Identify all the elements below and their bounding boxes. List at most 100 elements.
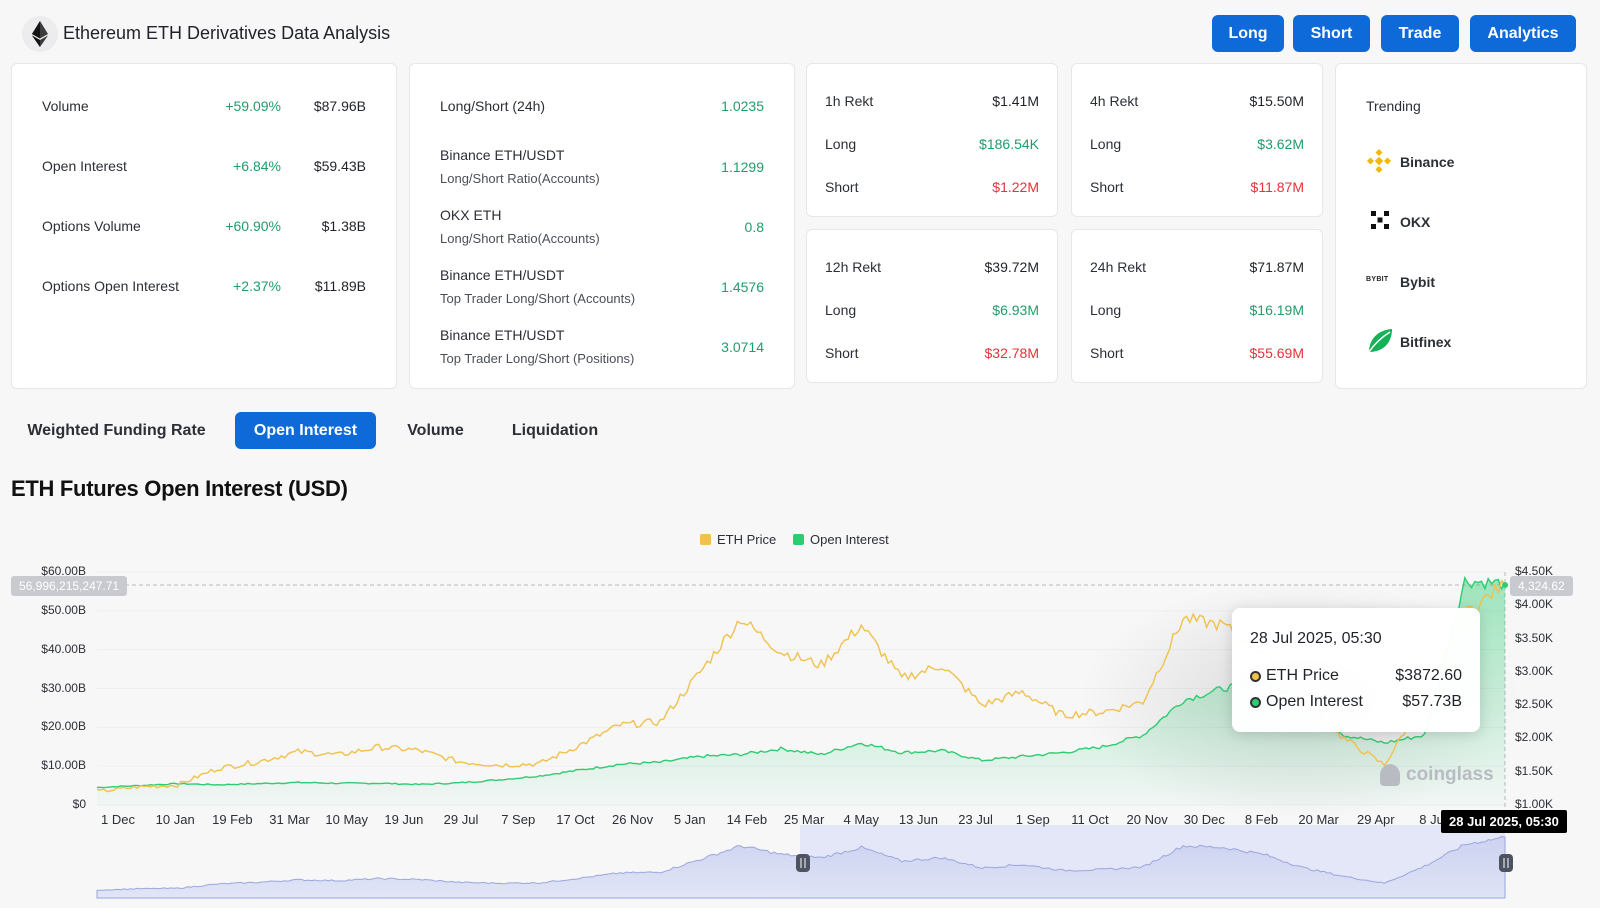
open-interest-point [779, 747, 783, 751]
eth-price-point [256, 760, 260, 764]
summary-card: Volume +59.09% $87.96B Open Interest +6.… [11, 63, 397, 389]
rekt-long-value: $3.62M [1257, 136, 1304, 152]
long-button[interactable]: Long [1212, 15, 1284, 52]
trending-title: Trending [1366, 98, 1421, 114]
tooltip-dot [1250, 696, 1261, 708]
short-button[interactable]: Short [1293, 15, 1370, 52]
open-interest-point [1060, 751, 1064, 755]
rekt-long-value: $16.19M [1249, 302, 1304, 318]
legend-label: Open Interest [810, 532, 889, 547]
volume-change: +59.09% [225, 98, 281, 114]
rekt-long-label: Long [1090, 302, 1122, 318]
x-tick-label: 29 Apr [1357, 812, 1395, 827]
x-tick-label: 11 Oct [1071, 812, 1109, 827]
legend-label: ETH Price [717, 532, 777, 547]
y-left-tick-label: $60.00B [41, 564, 86, 578]
legend-item-eth-price[interactable]: ETH Price [700, 532, 776, 547]
chart-tooltip: 28 Jul 2025, 05:30 ETH Price $3872.60 Op… [1232, 608, 1480, 732]
coinglass-watermark: coinglass [1380, 764, 1494, 786]
rekt-title: 4h Rekt [1090, 93, 1139, 109]
tooltip-value: $57.73B [1402, 693, 1462, 710]
open-interest-point [980, 758, 984, 762]
trending-item-bybit[interactable]: BYBIT Bybit [1366, 264, 1566, 298]
open-interest-point [457, 781, 461, 785]
rekt-short-label: Short [1090, 179, 1124, 195]
eth-price-point [618, 723, 622, 727]
rekt-1h-card: 1h Rekt $1.41M Long $186.54K Short $1.22… [806, 63, 1058, 217]
y-left-tick-label: $50.00B [41, 602, 86, 617]
options-open-interest-change: +2.37% [233, 278, 281, 294]
x-tick-label: 19 Jun [384, 812, 424, 827]
open-interest-point [1101, 745, 1105, 749]
trending-item-binance[interactable]: Binance [1366, 144, 1566, 178]
rekt-total: $39.72M [984, 259, 1039, 275]
open-interest-point [1141, 733, 1145, 737]
y-left-tick-label: $20.00B [41, 719, 86, 734]
ratio-label: Long/Short (24h) [440, 98, 546, 114]
tab-open-interest[interactable]: Open Interest [235, 412, 376, 449]
tab-volume[interactable]: Volume [407, 421, 464, 439]
x-tick-label: 31 Mar [269, 812, 310, 827]
rekt-long-label: Long [825, 136, 857, 152]
eth-price-point [1020, 690, 1024, 694]
trending-item-okx[interactable]: OKX [1366, 204, 1566, 238]
options-open-interest-label: Options Open Interest [42, 278, 179, 294]
eth-price-point [457, 760, 461, 764]
ratio-label: Binance ETH/USDT [440, 327, 565, 343]
open-interest-point [377, 781, 381, 785]
open-interest-point [859, 741, 863, 745]
open-interest-point [95, 786, 99, 790]
x-tick-label: 8 Jul [1419, 812, 1447, 827]
eth-price-point [859, 623, 863, 627]
navigator-right-handle[interactable] [1499, 854, 1513, 872]
y-right-tick-label: $3.50K [1515, 630, 1554, 645]
analytics-button[interactable]: Analytics [1470, 15, 1576, 52]
eth-price-point [658, 720, 662, 724]
tooltip-dot [1250, 670, 1261, 682]
eth-price-point [1181, 617, 1185, 621]
trending-item-bitfinex[interactable]: Bitfinex [1366, 324, 1566, 358]
y-left-tick-label: $30.00B [41, 680, 86, 695]
rekt-12h-card: 12h Rekt $39.72M Long $6.93M Short $32.7… [806, 229, 1058, 383]
rekt-total: $1.41M [992, 93, 1039, 109]
options-volume-change: +60.90% [225, 218, 281, 234]
x-tick-label: 20 Nov [1126, 812, 1168, 827]
rekt-short-label: Short [825, 345, 859, 361]
eth-price-point [1141, 700, 1145, 704]
open-interest-point [256, 782, 260, 786]
rekt-title: 24h Rekt [1090, 259, 1147, 275]
ratio-value: 0.8 [744, 219, 764, 235]
okx-icon [1371, 211, 1389, 229]
ratio-sublabel: Long/Short Ratio(Accounts) [440, 171, 600, 186]
tooltip-label: Open Interest [1266, 693, 1363, 710]
chart-title: ETH Futures Open Interest (USD) [11, 476, 348, 501]
eth-price-point [1060, 713, 1064, 717]
open-interest-point [698, 754, 702, 758]
tab-liquidation[interactable]: Liquidation [511, 421, 599, 439]
crosshair-x-value: 28 Jul 2025, 05:30 [1441, 810, 1567, 833]
eth-price-point [497, 763, 501, 767]
ratio-sublabel: Top Trader Long/Short (Accounts) [440, 291, 636, 306]
eth-price-point [1101, 710, 1105, 714]
rekt-total: $15.50M [1249, 93, 1304, 109]
x-tick-label: 26 Nov [611, 812, 654, 827]
navigator-left-handle[interactable] [796, 854, 810, 872]
open-interest-point [940, 749, 944, 753]
rekt-short-label: Short [1090, 345, 1124, 361]
y-right-tick-label: $2.00K [1515, 730, 1554, 745]
y-right-tick-label: $3.00K [1515, 663, 1554, 678]
open-interest-value: $59.43B [313, 158, 366, 174]
x-tick-label: 13 Jun [898, 812, 938, 827]
tooltip-label: ETH Price [1266, 667, 1339, 684]
eth-price-point [538, 762, 542, 766]
trending-item-label: Bitfinex [1400, 334, 1452, 350]
open-interest-point [618, 762, 622, 766]
open-interest-point [739, 753, 743, 757]
eth-price-point [1342, 736, 1346, 740]
tab-weighted-funding-rate[interactable]: Weighted Funding Rate [27, 421, 206, 439]
crosshair-left-value: 56,996,215,247.71 [11, 576, 128, 596]
x-tick-label: 4 May [843, 812, 879, 827]
rekt-long-label: Long [825, 302, 857, 318]
legend-item-open-interest[interactable]: Open Interest [793, 532, 889, 547]
trade-button[interactable]: Trade [1381, 15, 1459, 52]
